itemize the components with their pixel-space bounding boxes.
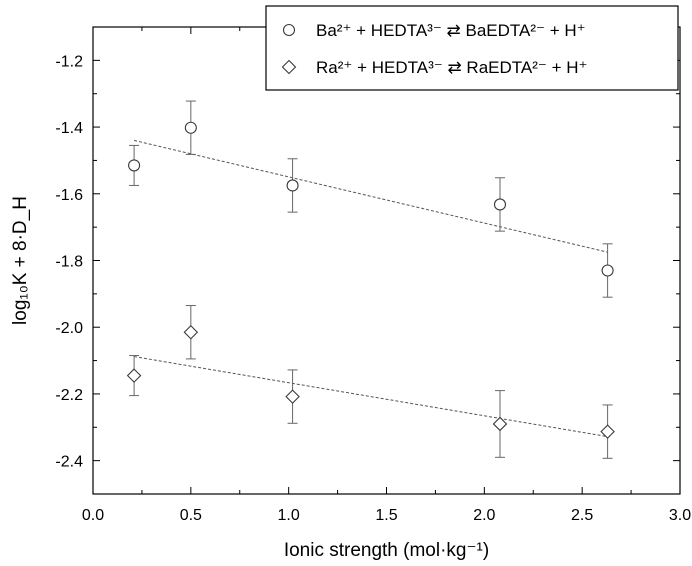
- y-tick-label: -2.4: [55, 454, 83, 471]
- x-tick-label: 1.0: [278, 507, 300, 524]
- legend-marker: [282, 23, 296, 37]
- error-bars: [129, 100, 613, 459]
- data-point: [285, 389, 300, 404]
- y-tick-label: -2.2: [55, 387, 83, 404]
- legend: Ba²⁺ + HEDTA³⁻ ⇄ BaEDTA²⁻ + H⁺ Ra²⁺ + HED…: [265, 5, 679, 91]
- x-tick-label: 0.0: [82, 507, 104, 524]
- fit-line-series-2: [134, 356, 608, 438]
- y-axis-title: log₁₀K + 8·D_H: [10, 196, 31, 325]
- data-point: [493, 198, 507, 211]
- x-tick-label: 3.0: [669, 507, 691, 524]
- data-point: [184, 121, 197, 134]
- legend-marker: [281, 59, 297, 75]
- y-tick-label: -1.2: [55, 53, 83, 70]
- plot-border: [92, 26, 681, 495]
- y-tick-label: -1.8: [55, 254, 83, 271]
- data-point: [286, 179, 299, 192]
- x-tick-label: 2.5: [571, 507, 593, 524]
- x-tick-label: 2.0: [473, 507, 495, 524]
- data-point: [183, 324, 199, 340]
- y-tick-label: -1.4: [55, 120, 83, 137]
- plot-area: [92, 26, 681, 495]
- data-point: [126, 368, 142, 383]
- data-point: [128, 159, 141, 172]
- legend-label: Ra²⁺ + HEDTA³⁻ ⇄ RaEDTA²⁻ + H⁺: [316, 58, 588, 77]
- axis-ticks: 0.0 0.5 1.0 1.5 2.0 2.5 3.0 -2.4 -2.2 -2.0 -1.8 -1.…: [55, 26, 691, 524]
- data-point: [600, 424, 615, 439]
- data-point: [601, 264, 614, 277]
- data-point: [492, 416, 508, 432]
- fit-line-series-1: [133, 139, 608, 253]
- y-tick-label: -2.0: [55, 320, 83, 337]
- legend-label: Ba²⁺ + HEDTA³⁻ ⇄ BaEDTA²⁻ + H⁺: [316, 21, 586, 40]
- y-tick-label: -1.6: [55, 187, 83, 204]
- x-tick-label: 0.5: [180, 507, 202, 524]
- data-points: [126, 121, 615, 439]
- legend-box: [265, 5, 679, 91]
- fit-lines: [133, 139, 608, 438]
- x-axis-title: Ionic strength (mol·kg⁻¹): [284, 540, 489, 561]
- x-tick-label: 1.5: [375, 507, 397, 524]
